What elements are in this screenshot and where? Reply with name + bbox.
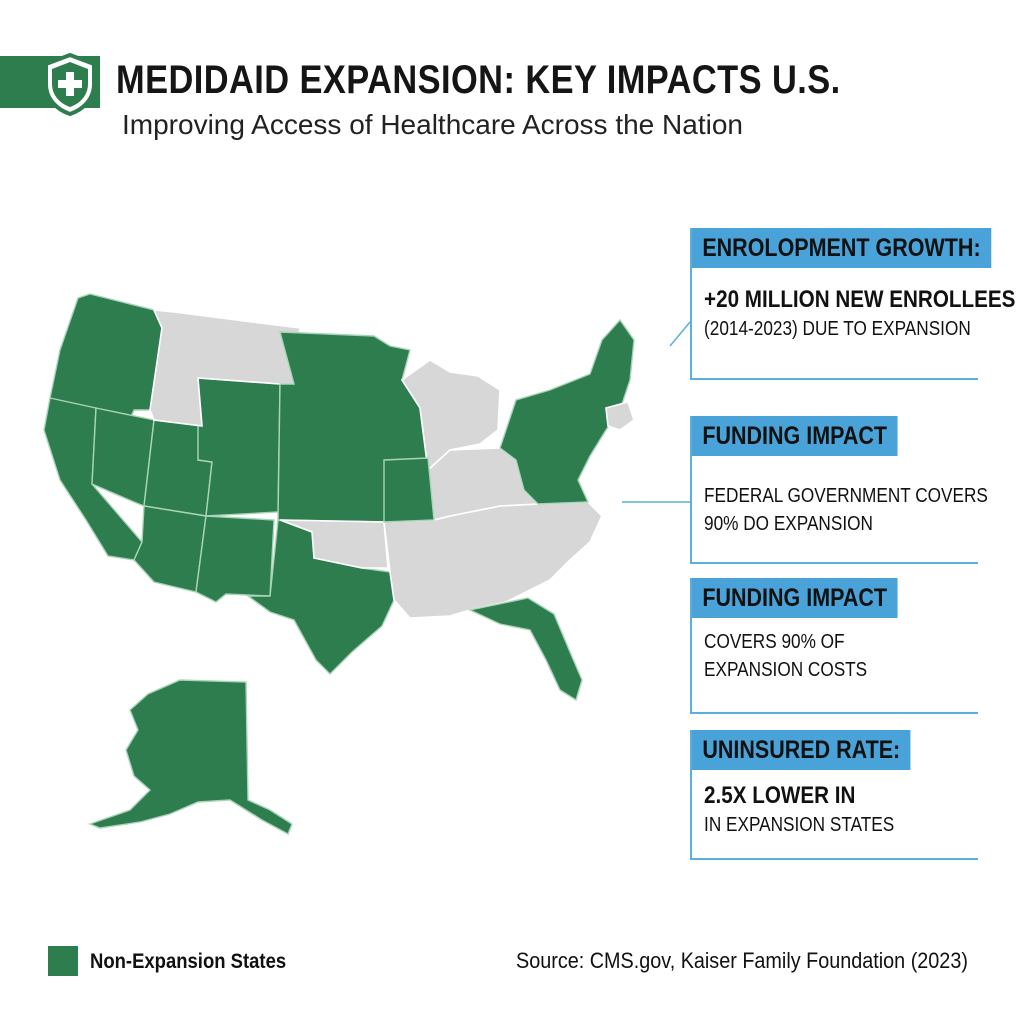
state-new-england-small (605, 401, 635, 431)
state-group-great-lakes (400, 359, 501, 472)
card-funding-impact-2: FUNDING IMPACT COVERS 90% OF EXPANSION C… (690, 578, 978, 714)
card-line: FEDERAL GOVERNMENT COVERS (704, 485, 988, 507)
state-alaska (88, 679, 293, 835)
card-line: EXPANSION COSTS (704, 659, 868, 681)
card-line: (2014-2023) DUE TO EXPANSION (704, 318, 971, 340)
page-subtitle: Improving Access of Healthcare Across th… (122, 109, 743, 140)
us-medicaid-map (43, 293, 635, 835)
card-line: COVERS 90% OF (704, 631, 845, 653)
card-body: COVERS 90% OF EXPANSION COSTS (692, 628, 938, 684)
state-florida (467, 597, 583, 702)
legend-label: Non-Expansion States (90, 950, 287, 973)
legend-swatch (48, 946, 78, 976)
state-missouri (383, 457, 435, 523)
card-funding-impact-1: FUNDING IMPACT FEDERAL GOVERNMENT COVERS… (690, 416, 988, 564)
state-arizona (133, 505, 207, 593)
state-group-west (49, 293, 163, 429)
card-line: 2.5X LOWER IN (704, 782, 856, 809)
card-line: IN EXPANSION STATES (704, 814, 895, 836)
state-wyoming-colorado (197, 377, 281, 517)
card-line: 90% DO EXPANSION (704, 513, 873, 535)
card-uninsured-rate: UNINSURED RATE: 2.5X LOWER IN IN EXPANSI… (690, 730, 978, 860)
card-heading: FUNDING IMPACT (692, 416, 898, 456)
state-nevada (91, 407, 155, 507)
card-heading: FUNDING IMPACT (692, 578, 898, 618)
source-note: Source: CMS.gov, Kaiser Family Foundatio… (516, 948, 968, 973)
card-body: +20 MILLION NEW ENROLLEES (2014-2023) DU… (692, 286, 1015, 343)
card-enrollment-growth: ENROLOPMENT GROWTH: +20 MILLION NEW ENRO… (690, 228, 1015, 380)
callout-connectors (622, 321, 691, 503)
card-body: FEDERAL GOVERNMENT COVERS 90% DO EXPANSI… (692, 482, 988, 538)
card-body: 2.5X LOWER IN IN EXPANSION STATES (692, 782, 938, 839)
card-heading: ENROLOPMENT GROWTH: (692, 228, 991, 268)
state-idaho-montana (149, 309, 301, 427)
card-heading: UNINSURED RATE: (692, 730, 911, 770)
state-new-mexico (195, 515, 275, 603)
page-title: MEDIDAID EXPANSION: KEY IMPACTS U.S. (116, 58, 841, 102)
card-line: +20 MILLION NEW ENROLLEES (704, 286, 1016, 313)
shield-plus-icon (44, 52, 96, 116)
